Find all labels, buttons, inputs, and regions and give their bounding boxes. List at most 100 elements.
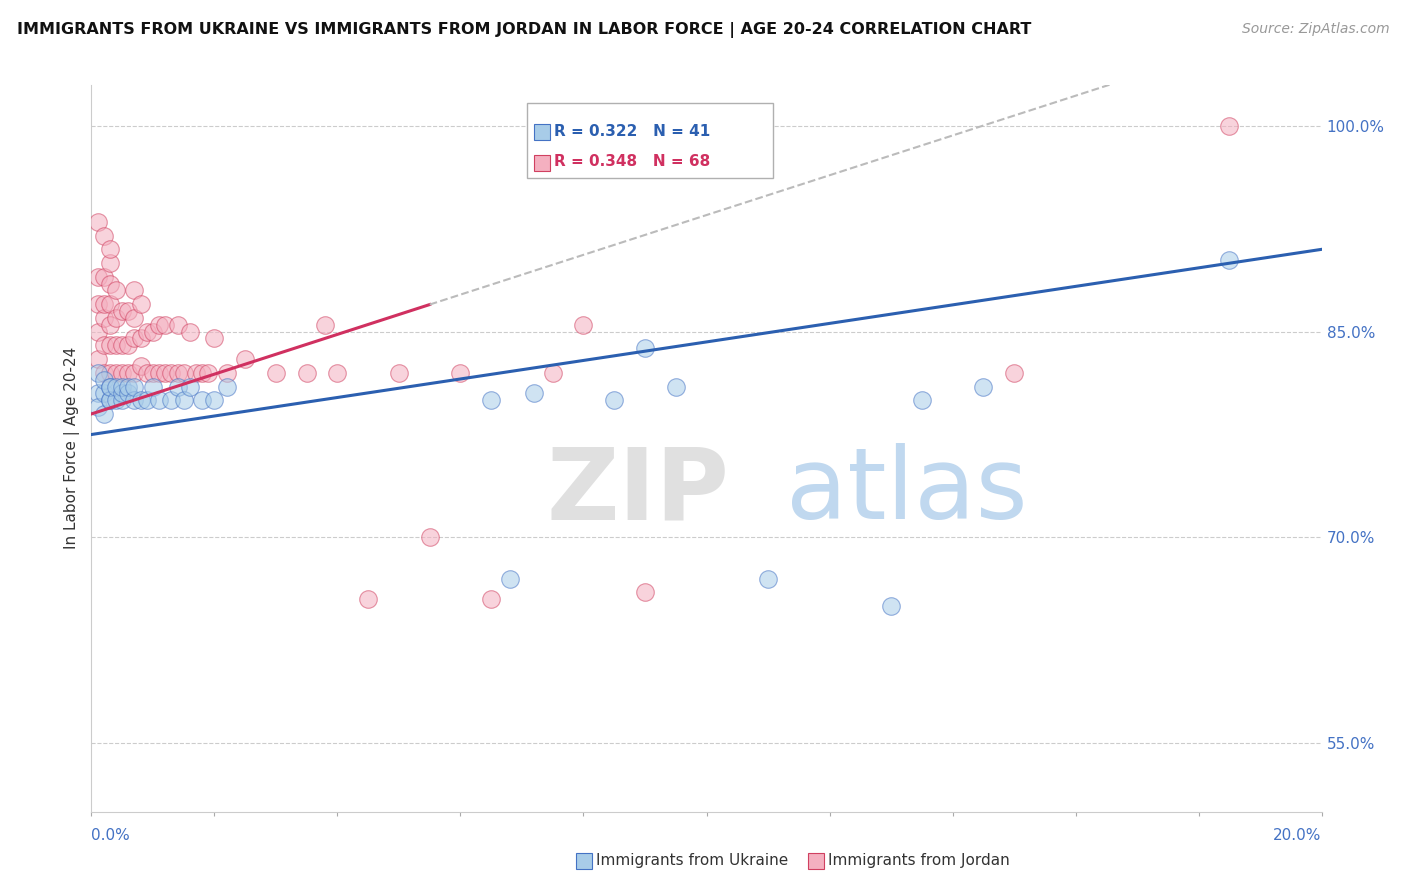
Point <box>129 359 152 373</box>
Point <box>98 366 121 380</box>
Point <box>111 338 134 352</box>
Point <box>202 331 225 345</box>
Point <box>314 318 336 332</box>
Point <box>105 284 127 298</box>
Point <box>111 386 134 401</box>
Point <box>105 338 127 352</box>
Point <box>93 338 115 352</box>
Point <box>93 310 115 325</box>
Point <box>86 215 108 229</box>
Point <box>124 331 146 345</box>
Point <box>295 366 318 380</box>
Text: 0.0%: 0.0% <box>91 828 131 843</box>
Point <box>111 379 134 393</box>
Point <box>173 366 195 380</box>
Point <box>264 366 287 380</box>
Point <box>179 379 201 393</box>
Point <box>93 366 115 380</box>
Point <box>634 341 657 355</box>
Point <box>572 318 595 332</box>
Text: ZIP: ZIP <box>547 443 730 541</box>
Point <box>1218 253 1240 268</box>
Point <box>117 304 139 318</box>
Point <box>142 379 165 393</box>
Point <box>603 393 626 408</box>
Point <box>86 325 108 339</box>
Point <box>105 366 127 380</box>
Point <box>86 352 108 367</box>
Point <box>202 393 225 408</box>
Text: Source: ZipAtlas.com: Source: ZipAtlas.com <box>1241 22 1389 37</box>
Point <box>93 269 115 284</box>
Point <box>634 585 657 599</box>
Point <box>86 269 108 284</box>
Point <box>160 366 183 380</box>
Point <box>148 393 170 408</box>
Point <box>541 366 564 380</box>
Point <box>124 393 146 408</box>
Point <box>184 366 207 380</box>
Point <box>972 379 994 393</box>
Point <box>129 393 152 408</box>
Point <box>129 297 152 311</box>
Point <box>86 297 108 311</box>
Point <box>93 386 115 401</box>
Point <box>117 386 139 401</box>
Point <box>233 352 256 367</box>
Point <box>498 572 520 586</box>
Point <box>153 318 177 332</box>
Point <box>215 366 238 380</box>
Point <box>111 393 134 408</box>
Point <box>93 373 115 387</box>
Point <box>93 228 115 243</box>
Point <box>215 379 238 393</box>
Point <box>911 393 934 408</box>
Point <box>124 366 146 380</box>
Point <box>117 379 139 393</box>
Point <box>523 386 546 401</box>
Point <box>166 366 188 380</box>
Point <box>153 366 177 380</box>
Point <box>93 297 115 311</box>
Text: IMMIGRANTS FROM UKRAINE VS IMMIGRANTS FROM JORDAN IN LABOR FORCE | AGE 20-24 COR: IMMIGRANTS FROM UKRAINE VS IMMIGRANTS FR… <box>17 22 1031 38</box>
Point <box>111 366 134 380</box>
Point <box>135 393 157 408</box>
Point <box>449 366 471 380</box>
Point <box>111 304 134 318</box>
Text: R = 0.322   N = 41: R = 0.322 N = 41 <box>554 124 710 139</box>
Point <box>357 592 380 607</box>
Text: R = 0.348   N = 68: R = 0.348 N = 68 <box>554 154 710 169</box>
Point <box>173 393 195 408</box>
Point <box>124 310 146 325</box>
Point <box>326 366 349 380</box>
Text: Immigrants from Jordan: Immigrants from Jordan <box>828 854 1010 868</box>
Point <box>98 379 121 393</box>
Point <box>479 592 502 607</box>
Point <box>98 393 121 408</box>
Point <box>98 256 121 270</box>
Point <box>166 379 188 393</box>
Point <box>86 386 108 401</box>
Text: Immigrants from Ukraine: Immigrants from Ukraine <box>596 854 789 868</box>
Point <box>191 393 214 408</box>
Point <box>98 318 121 332</box>
Point <box>197 366 219 380</box>
Point <box>135 366 157 380</box>
Point <box>191 366 214 380</box>
Point <box>880 599 903 613</box>
Point <box>117 366 139 380</box>
Point <box>105 379 127 393</box>
Point <box>86 366 108 380</box>
Point <box>98 379 121 393</box>
Point <box>117 338 139 352</box>
Point <box>148 366 170 380</box>
Point <box>135 325 157 339</box>
Point <box>98 277 121 291</box>
Text: atlas: atlas <box>786 443 1028 541</box>
Point <box>142 325 165 339</box>
Point <box>148 318 170 332</box>
Point <box>98 338 121 352</box>
Point <box>124 379 146 393</box>
Point <box>665 379 688 393</box>
Point <box>124 284 146 298</box>
